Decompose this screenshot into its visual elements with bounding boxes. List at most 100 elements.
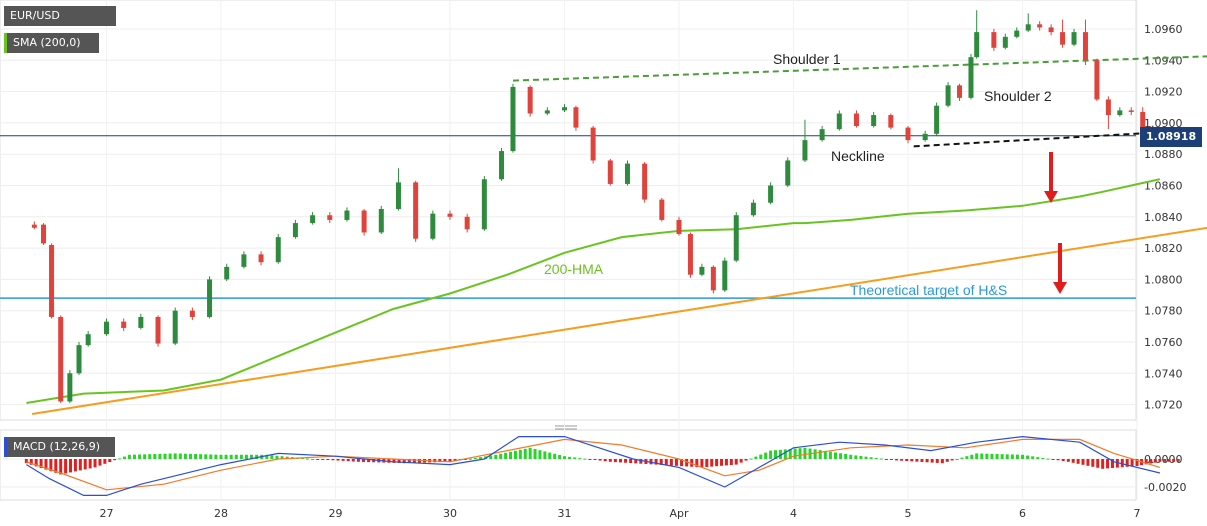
macd-histogram-bar bbox=[199, 454, 203, 459]
macd-histogram-bar bbox=[583, 458, 587, 460]
macd-histogram-bar bbox=[879, 458, 883, 460]
candle-body bbox=[49, 244, 55, 317]
macd-histogram-bar bbox=[499, 453, 503, 459]
candle-body bbox=[481, 179, 487, 230]
macd-histogram-bar bbox=[910, 459, 914, 462]
macd-histogram-bar bbox=[945, 459, 949, 462]
macd-histogram-bar bbox=[1158, 459, 1162, 462]
macd-histogram-bar bbox=[489, 455, 493, 459]
macd-histogram-bar bbox=[73, 459, 77, 472]
macd-histogram-bar bbox=[443, 459, 447, 462]
macd-histogram-bar bbox=[1031, 456, 1035, 459]
macd-histogram-bar bbox=[138, 454, 142, 459]
macd-histogram-bar bbox=[869, 457, 873, 459]
macd-histogram-bar bbox=[950, 459, 954, 461]
macd-histogram-bar bbox=[889, 459, 893, 460]
macd-histogram-bar bbox=[250, 454, 254, 459]
y-tick-label: 1.0720 bbox=[1144, 399, 1183, 412]
macd-histogram-bar bbox=[402, 459, 406, 464]
candle-body bbox=[1048, 27, 1054, 33]
neckline-line bbox=[913, 129, 1189, 148]
candle-body bbox=[934, 105, 940, 134]
macd-histogram-bar bbox=[764, 452, 768, 459]
macd-histogram-bar bbox=[255, 454, 259, 459]
macd-histogram-bar bbox=[270, 455, 274, 459]
candle-body bbox=[378, 208, 384, 233]
macd-histogram-bar bbox=[118, 458, 122, 460]
macd-histogram-bar bbox=[69, 459, 73, 473]
candle-body bbox=[991, 32, 997, 48]
macd-histogram-bar bbox=[523, 448, 527, 459]
macd-histogram-bar bbox=[839, 453, 843, 459]
macd-histogram-bar bbox=[685, 459, 689, 467]
macd-badge[interactable]: MACD (12,26,9) bbox=[4, 437, 115, 457]
macd-histogram-bar bbox=[905, 459, 909, 462]
macd-histogram-bar bbox=[669, 459, 673, 466]
macd-histogram-bar bbox=[598, 459, 602, 461]
macd-histogram-bar bbox=[34, 459, 38, 467]
candle-body bbox=[699, 266, 705, 275]
macd-histogram-bar bbox=[813, 449, 817, 459]
macd-histogram-bar bbox=[143, 454, 147, 459]
macd-histogram-bar bbox=[132, 454, 136, 459]
macd-histogram-bar bbox=[573, 457, 577, 459]
sma-badge[interactable]: SMA (200,0) bbox=[4, 33, 99, 53]
candle-body bbox=[871, 115, 877, 127]
macd-histogram-bar bbox=[367, 459, 371, 463]
symbol-badge[interactable]: EUR/USD bbox=[4, 6, 116, 26]
candle-body bbox=[785, 160, 791, 186]
macd-histogram-bar bbox=[1130, 459, 1134, 467]
x-tick-label: 7 bbox=[1134, 507, 1141, 520]
macd-histogram-bar bbox=[749, 458, 753, 460]
macd-histogram-bar bbox=[664, 459, 668, 466]
macd-histogram-bar bbox=[680, 459, 684, 467]
candle-body bbox=[722, 260, 728, 291]
candle-body bbox=[750, 202, 756, 216]
macd-histogram-bar bbox=[1096, 459, 1100, 468]
macd-histogram-bar bbox=[900, 459, 904, 461]
macd-histogram-bar bbox=[244, 454, 248, 459]
macd-histogram-bar bbox=[720, 459, 724, 466]
macd-histogram-bar bbox=[1021, 454, 1024, 459]
macd-histogram-bar bbox=[864, 456, 868, 459]
macd-histogram-bar bbox=[833, 452, 837, 459]
macd-histogram-bar bbox=[538, 450, 542, 459]
macd-histogram-bar bbox=[59, 459, 63, 475]
candle-body bbox=[510, 86, 516, 152]
macd-histogram-bar bbox=[372, 459, 376, 463]
macd-histogram-bar bbox=[930, 459, 934, 463]
macd-histogram-bar bbox=[1071, 459, 1075, 463]
candle-body bbox=[768, 185, 774, 203]
macd-histogram-bar bbox=[563, 456, 566, 459]
macd-histogram-bar bbox=[351, 459, 355, 462]
macd-histogram-bar bbox=[438, 459, 442, 463]
macd-histogram-bar bbox=[1046, 458, 1050, 460]
macd-histogram-bar bbox=[513, 450, 517, 459]
macd-histogram-bar bbox=[715, 459, 719, 467]
macd-tick-label: -0.0020 bbox=[1144, 481, 1186, 494]
macd-histogram-bar bbox=[618, 459, 622, 463]
macd-histogram-bar bbox=[163, 453, 167, 459]
candle-body bbox=[802, 140, 808, 161]
macd-histogram-bar bbox=[356, 459, 360, 462]
candle-body bbox=[624, 163, 630, 184]
macd-histogram-bar bbox=[407, 459, 411, 464]
macd-histogram-bar bbox=[341, 459, 345, 461]
macd-histogram-bar bbox=[624, 459, 628, 463]
macd-histogram-bar bbox=[336, 459, 340, 461]
macd-histogram-bar bbox=[823, 450, 827, 459]
macd-histogram-bar bbox=[649, 459, 653, 465]
macd-histogram-bar bbox=[543, 451, 547, 459]
macd-histogram-bar bbox=[608, 459, 612, 462]
candle-body bbox=[241, 254, 247, 267]
macd-histogram-bar bbox=[448, 459, 452, 462]
macd-histogram-bar bbox=[504, 452, 508, 459]
candle-body bbox=[1060, 32, 1066, 45]
candle-body bbox=[189, 310, 195, 317]
macd-histogram-bar bbox=[1005, 454, 1009, 459]
y-tick-label: 1.0760 bbox=[1144, 336, 1183, 349]
macd-histogram-bar bbox=[1026, 455, 1030, 459]
macd-histogram-bar bbox=[183, 453, 187, 459]
candle-body bbox=[121, 321, 127, 328]
macd-histogram-bar bbox=[300, 458, 304, 460]
